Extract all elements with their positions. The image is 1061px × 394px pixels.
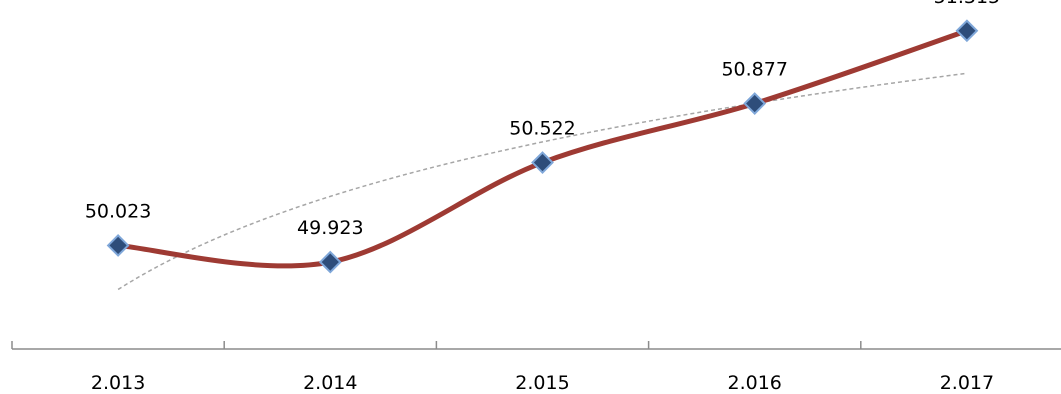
data-label: 50.877 bbox=[721, 59, 787, 81]
x-axis: 2.013 2.014 2.015 2.016 2.017 bbox=[11, 341, 1061, 394]
data-point-marker bbox=[318, 250, 342, 274]
data-label: 50.023 bbox=[85, 200, 151, 222]
data-point-marker bbox=[743, 92, 767, 115]
data-label-layer: 50.023 49.923 50.522 50.877 51.315 bbox=[85, 0, 1000, 239]
x-tick-label: 2.013 bbox=[91, 372, 145, 394]
data-point-marker bbox=[106, 234, 130, 257]
data-label: 49.923 bbox=[297, 217, 363, 239]
x-tick-label: 2.017 bbox=[940, 372, 994, 394]
series-layer bbox=[115, 28, 970, 269]
trendline-layer bbox=[117, 72, 967, 291]
marker-layer bbox=[106, 19, 979, 274]
data-label: 50.522 bbox=[509, 118, 575, 140]
x-tick-label: 2.014 bbox=[303, 372, 357, 394]
series-line bbox=[115, 28, 970, 269]
x-tick-label: 2.015 bbox=[515, 372, 569, 394]
data-label: 51.315 bbox=[934, 0, 1000, 8]
data-point-marker bbox=[955, 19, 979, 43]
trendline bbox=[117, 72, 967, 291]
x-tick-label: 2.016 bbox=[727, 372, 781, 394]
data-point-marker bbox=[531, 151, 554, 174]
